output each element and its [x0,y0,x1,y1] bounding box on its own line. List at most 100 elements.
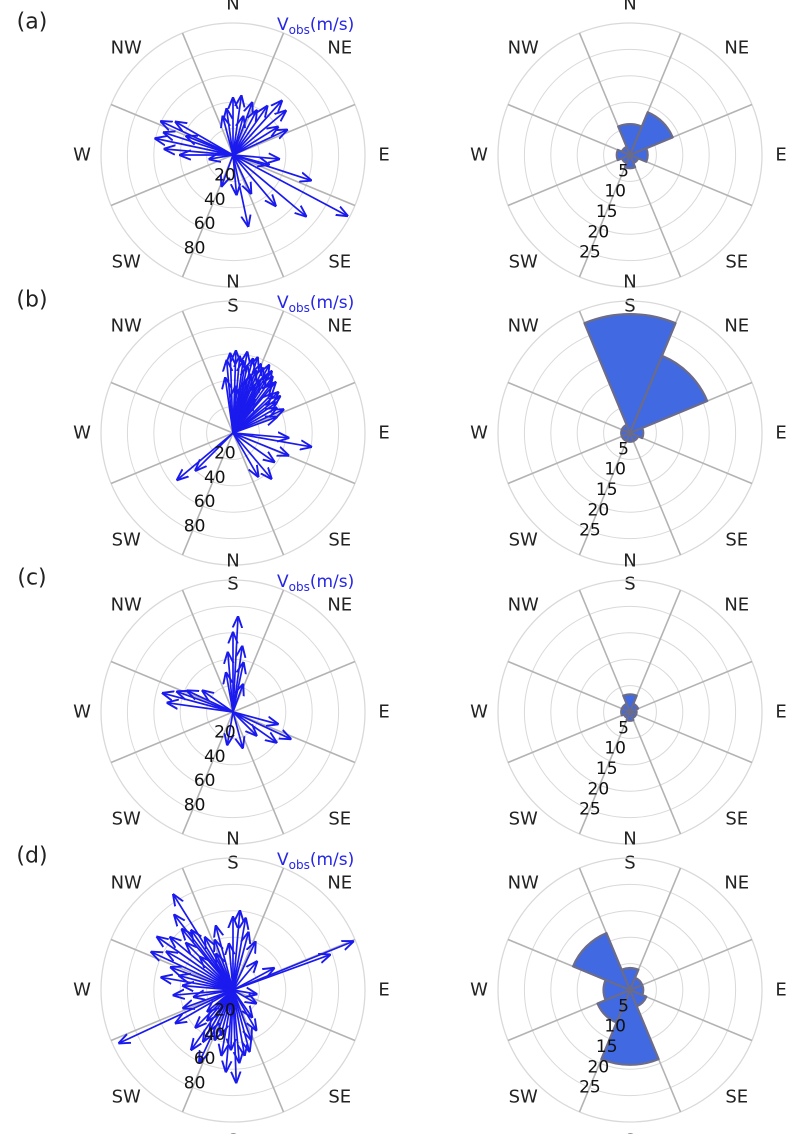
rose-plot-spoke [578,432,631,556]
direction-label-e: E [378,980,389,1001]
arrow-plot-ring [100,22,366,288]
velocity-arrow [232,955,330,991]
velocity-arrow [232,989,252,1017]
radial-tick-label: 80 [184,517,206,537]
radial-tick-label: 40 [204,190,226,210]
direction-label-ne: NE [327,873,352,894]
vobs-symbol: V [277,850,289,870]
direction-label-ne: NE [327,38,352,59]
arrow-plot-spoke [181,589,234,713]
radial-tick-label: 10 [604,739,626,759]
radial-tick-label: 20 [588,779,610,799]
rose-plot-ring [550,910,710,1070]
velocity-arrow [210,155,234,159]
radial-tick-label: 20 [588,1057,610,1077]
vobs-unit: (m/s) [310,572,354,592]
velocity-arrow [171,967,234,991]
direction-label-sw: SW [112,1086,141,1107]
radial-tick-label: 15 [596,1037,618,1057]
vobs-legend: Vobs(m/s) [277,15,354,37]
velocity-arrow [223,117,234,156]
direction-label-ne: NE [724,595,749,616]
rose-plot-spoke [629,989,753,1042]
rose-plot-ring [497,22,763,288]
direction-label-s: S [227,853,238,874]
velocity-arrow [232,130,287,156]
rose-plot-spoke [578,711,631,835]
velocity-arrow [232,154,269,165]
velocity-arrow [200,957,234,991]
direction-label-w: W [73,423,91,444]
rose-bar-e [628,147,649,163]
arrow-plot-spoke [110,381,234,434]
direction-label-w: W [470,145,488,166]
velocity-arrow [233,154,237,194]
direction-label-n: N [623,0,636,15]
panel-label: (d) [16,844,47,869]
rose-plot-ring [603,685,657,739]
direction-label-s: S [227,1131,238,1134]
vobs-subscript: obs [289,23,310,37]
direction-label-e: E [775,423,786,444]
arrow-plot-spoke [110,938,234,991]
velocity-arrow [232,111,286,156]
velocity-arrow [157,937,234,991]
direction-label-e: E [378,702,389,723]
vobs-symbol: V [277,572,289,592]
arrow-plot-ring [126,883,340,1097]
direction-label-s: S [624,296,635,317]
direction-label-n: N [226,551,239,572]
radial-tick-label: 15 [596,480,618,500]
velocity-arrow [232,942,255,991]
panel-label: (a) [17,10,48,35]
arrow-plot-ring [100,857,366,1123]
velocity-arrow [232,154,275,206]
velocity-arrow [232,417,276,434]
direction-label-se: SE [328,529,351,550]
velocity-arrow [232,711,290,739]
radial-tick-label: 10 [604,182,626,202]
direction-label-se: SE [328,808,351,829]
velocity-arrow [232,154,347,216]
rose-plot-spoke [629,711,753,764]
radial-tick-label: 20 [214,443,236,463]
velocity-arrow [174,990,234,995]
arrow-plot-ring [100,579,366,845]
radial-tick-label: 80 [184,1074,206,1094]
radial-tick-label: 40 [204,1025,226,1045]
velocity-arrow [232,432,311,447]
radial-tick-label: 10 [604,1017,626,1037]
panel-0: (a)NNEESESSWWNW20406080Vobs(m/s)NNEESESS… [17,0,787,317]
rose-bar-sw [596,988,632,1024]
velocity-arrow [175,915,234,991]
panel-label: (b) [16,288,47,313]
radial-tick-label: 20 [214,722,236,742]
rose-plot-spoke [629,154,682,278]
vobs-subscript: obs [289,858,310,872]
velocity-arrow [196,432,234,470]
vobs-unit: (m/s) [310,293,354,313]
vobs-legend: Vobs(m/s) [277,850,354,872]
arrow-plot-spoke [232,867,285,991]
arrow-plot-ring [126,48,340,262]
rose-bar-ne [628,354,709,435]
velocity-arrow [232,989,256,1003]
rose-plot-spoke [629,589,682,713]
radial-tick-label: 20 [214,165,236,185]
panel-3: (d)NNEESESSWWNW20406080Vobs(m/s)NNEESESS… [16,829,786,1134]
direction-label-s: S [624,1131,635,1134]
rose-plot-ring [576,101,684,209]
direction-label-se: SE [328,1086,351,1107]
vobs-subscript: obs [289,580,310,594]
arrow-plot-ring [153,75,313,235]
radial-tick-label: 5 [618,996,629,1016]
velocity-arrow [232,154,306,216]
direction-label-se: SE [725,251,748,272]
arrow-plot-spoke [110,660,234,713]
direction-label-w: W [470,702,488,723]
radial-tick-label: 15 [596,759,618,779]
arrow-plot-spoke [181,432,234,556]
radial-tick-label: 40 [204,747,226,767]
vobs-unit: (m/s) [310,850,354,870]
